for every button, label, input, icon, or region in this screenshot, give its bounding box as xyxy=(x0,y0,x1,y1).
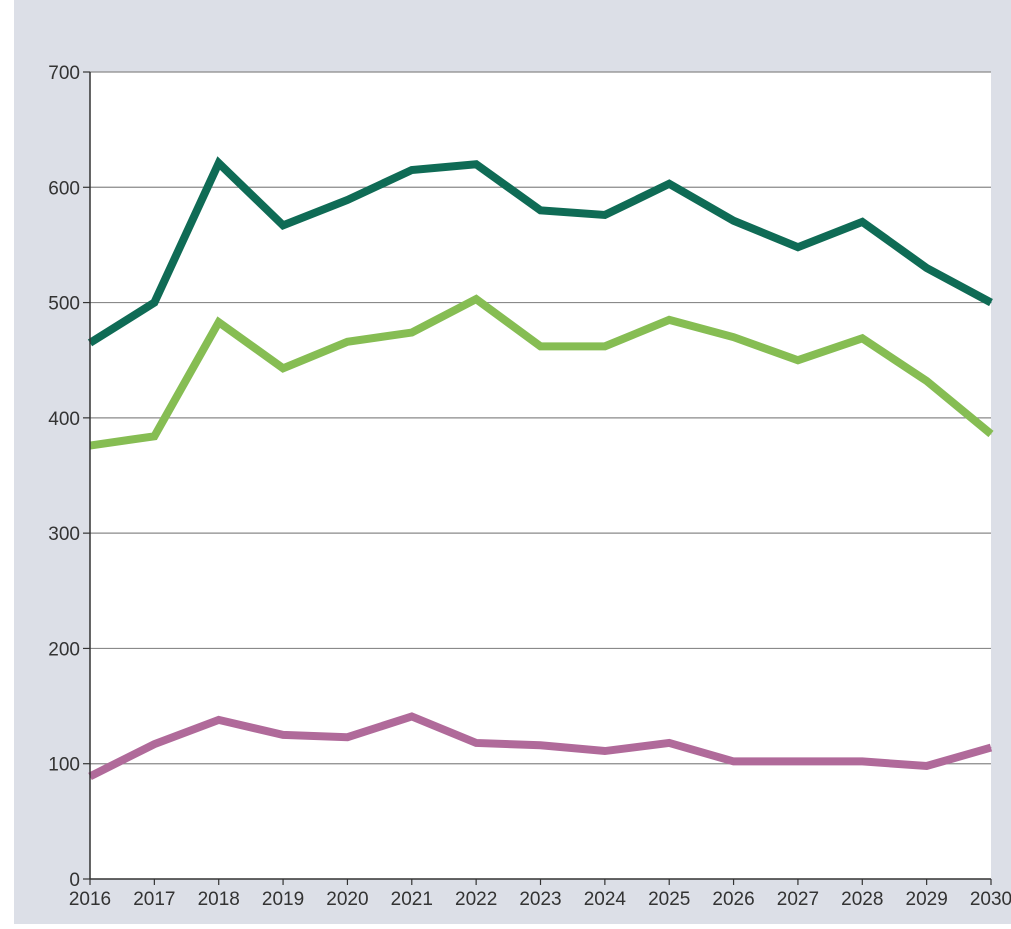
x-tick-label: 2029 xyxy=(906,889,948,910)
x-tick-label: 2018 xyxy=(198,889,240,910)
data-point xyxy=(733,220,735,222)
data-point xyxy=(990,302,992,304)
y-tick-label: 500 xyxy=(48,294,80,315)
data-point xyxy=(668,319,670,321)
data-point xyxy=(411,715,413,717)
x-tick-label: 2016 xyxy=(69,889,111,910)
x-tick-label: 2023 xyxy=(519,889,561,910)
data-point xyxy=(218,321,220,323)
data-point xyxy=(733,336,735,338)
data-point xyxy=(475,163,477,165)
x-tick-label: 2022 xyxy=(455,889,497,910)
series-layer xyxy=(87,156,994,780)
data-point xyxy=(346,199,348,201)
y-tick-label: 100 xyxy=(48,755,80,776)
data-point xyxy=(926,765,928,767)
x-tick-label: 2017 xyxy=(133,889,175,910)
data-point xyxy=(926,267,928,269)
y-tick-label: 700 xyxy=(48,63,80,84)
data-point xyxy=(153,743,155,745)
data-point xyxy=(475,742,477,744)
y-tick-label: 0 xyxy=(69,870,80,891)
x-tick-label: 2027 xyxy=(777,889,819,910)
data-point xyxy=(346,736,348,738)
data-point xyxy=(926,380,928,382)
data-point xyxy=(153,302,155,304)
data-point xyxy=(540,744,541,746)
x-tick-label: 2025 xyxy=(648,889,690,910)
x-tick-label: 2021 xyxy=(391,889,433,910)
data-point xyxy=(733,760,735,762)
data-point xyxy=(282,734,284,736)
data-point xyxy=(346,341,348,343)
data-point xyxy=(797,246,799,248)
x-axis-ticks: 2016 2017 2018 2019 2020 2021 2022 2023 2024 2025… xyxy=(69,879,1011,910)
data-point xyxy=(990,433,992,435)
y-tick-label: 300 xyxy=(48,524,80,545)
y-tick-label: 200 xyxy=(48,639,80,660)
y-tick-label: 600 xyxy=(48,178,80,199)
data-point xyxy=(861,337,863,339)
data-point xyxy=(861,221,863,223)
x-tick-label: 2026 xyxy=(712,889,754,910)
data-point xyxy=(218,719,220,721)
series-3 xyxy=(88,712,993,780)
y-tick-label: 400 xyxy=(48,409,80,430)
data-point xyxy=(604,214,606,216)
data-point xyxy=(604,345,606,347)
data-point xyxy=(411,332,413,334)
data-point xyxy=(797,359,799,361)
data-point xyxy=(218,162,220,164)
data-point xyxy=(153,435,155,437)
data-point xyxy=(540,345,541,347)
data-point xyxy=(411,169,413,171)
x-tick-label: 2024 xyxy=(584,889,627,910)
x-tick-label: 2030 xyxy=(970,889,1011,910)
x-tick-label: 2020 xyxy=(326,889,368,910)
x-tick-label: 2019 xyxy=(262,889,304,910)
data-point xyxy=(540,209,541,211)
data-point xyxy=(668,183,670,185)
data-point xyxy=(282,224,284,226)
data-point xyxy=(604,750,606,752)
y-axis-ticks: 0 100 200 300 400 500 600 700 xyxy=(48,63,90,891)
x-tick-label: 2028 xyxy=(841,889,883,910)
data-point xyxy=(475,298,477,300)
data-point xyxy=(668,742,670,744)
data-point xyxy=(797,760,799,762)
series-1 xyxy=(87,156,993,347)
data-point xyxy=(990,747,992,749)
data-point xyxy=(282,367,284,369)
data-point xyxy=(861,760,863,762)
chart-container: 0 100 200 300 400 500 600 700 2016 2017 2018 2019 2… xyxy=(14,0,1011,924)
